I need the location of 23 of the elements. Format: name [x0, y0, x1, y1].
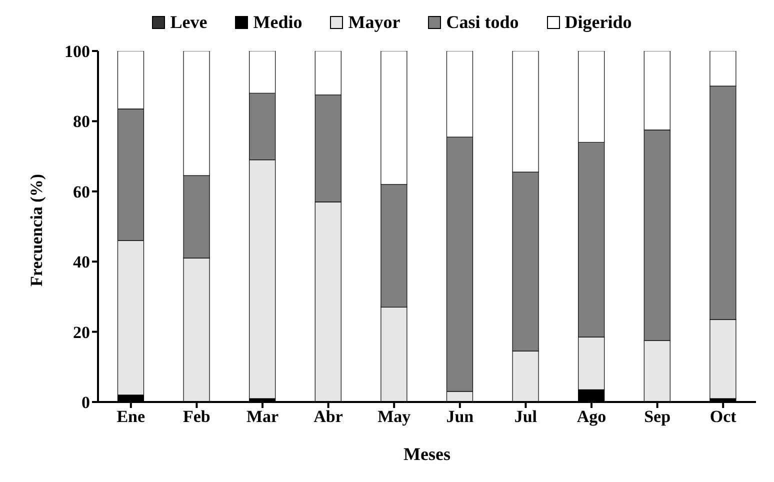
x-axis-title: Meses [404, 444, 450, 464]
x-tick-label: Oct [710, 407, 737, 426]
y-tick-label: 40 [73, 252, 90, 272]
x-tick-label: Mar [246, 407, 279, 426]
legend-label: Casi todo [445, 12, 519, 33]
y-tick-label: 100 [64, 42, 90, 62]
x-tick-label: May [378, 407, 412, 426]
x-tick-label: Ago [576, 407, 606, 426]
y-tick-label: 20 [73, 322, 90, 342]
x-tick-label: Jul [514, 407, 538, 426]
legend-label: Digerido [564, 12, 632, 33]
x-tick-label: Abr [314, 407, 344, 426]
x-tick-label: Jun [446, 407, 474, 426]
x-tick-label: Ene [116, 407, 146, 426]
y-tick-label: 60 [73, 182, 90, 202]
y-tick-label: 0 [82, 393, 90, 412]
legend-label: Mayor [347, 12, 400, 33]
x-tick-label: Sep [644, 407, 671, 426]
x-tick-label: Feb [183, 407, 210, 426]
y-axis-title: Frecuencia (%) [27, 174, 46, 286]
y-tick-label: 80 [73, 112, 90, 132]
legend-label: Leve [169, 12, 208, 33]
legend-label: Medio [252, 12, 302, 33]
